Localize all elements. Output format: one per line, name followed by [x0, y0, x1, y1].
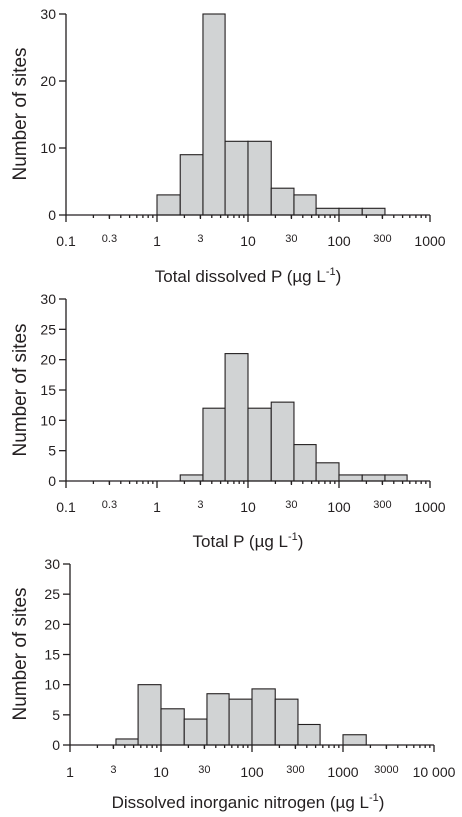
histogram-bar	[202, 13, 226, 216]
y-tick-label: 5	[48, 443, 56, 459]
histogram-bar	[342, 734, 367, 746]
x-tick-label: 1	[66, 764, 74, 780]
x-tick-label: 3	[197, 233, 203, 245]
x-tick-label: 1000	[414, 499, 445, 515]
x-tick-label: 300	[373, 499, 391, 511]
histogram-bar	[251, 688, 276, 746]
x-axis-label: Dissolved inorganic nitrogen (µg L-1)	[112, 792, 385, 812]
x-tick-label: 100	[327, 233, 351, 249]
x-axis-label-end: )	[336, 267, 342, 286]
histogram-bar	[274, 698, 299, 746]
y-tick-label: 30	[44, 556, 60, 572]
x-tick-label: 0.1	[56, 499, 76, 515]
x-tick-label: 3000	[374, 764, 398, 776]
y-tick-label: 15	[44, 647, 60, 663]
histogram-bar	[293, 194, 317, 216]
histogram-panel-2: 0 5 10 15 20 25 30 0.1 0.3 1 3 10 30 100 300 1000 Number…	[10, 291, 446, 551]
x-axis-label-superscript: -1	[288, 531, 298, 543]
histogram-bar	[115, 738, 139, 746]
x-tick-label: 0.3	[102, 499, 117, 511]
x-axis-label-superscript: -1	[326, 266, 336, 278]
y-tick-label: 25	[40, 321, 56, 337]
x-tick-label: 10	[153, 764, 169, 780]
y-axis-label: Number of sites	[10, 323, 31, 456]
histogram-bar	[338, 207, 363, 216]
histogram-bar	[156, 194, 181, 216]
y-tick-label: 30	[40, 291, 56, 307]
histogram-bar	[384, 474, 408, 482]
y-axis-label: Number of sites	[10, 47, 31, 180]
x-axis-label: Total dissolved P (µg L-1)	[155, 266, 342, 286]
histogram-bar	[338, 474, 363, 482]
y-tick-label: 5	[52, 707, 60, 723]
x-axis-label: Total P (µg L-1)	[193, 531, 304, 551]
x-tick-label: 0.3	[102, 233, 117, 245]
x-tick-label: 100	[240, 764, 264, 780]
histogram-bar	[315, 462, 340, 482]
x-axis-label-main: Total P (µg L	[193, 532, 288, 551]
histogram-bar	[224, 140, 249, 216]
y-tick-label: 0	[48, 473, 56, 489]
histogram-bar	[183, 718, 208, 746]
y-tick-label: 10	[40, 140, 56, 156]
x-tick-label: 100	[327, 499, 351, 515]
x-axis-label-main: Total dissolved P (µg L	[155, 267, 326, 286]
x-tick-label: 1000	[327, 764, 358, 780]
x-tick-label: 10	[240, 233, 256, 249]
x-tick-label: 1	[153, 233, 161, 249]
y-tick-label: 20	[44, 616, 60, 632]
x-tick-label: 10	[240, 499, 256, 515]
histogram-bar	[179, 154, 204, 216]
histogram-bar	[160, 708, 185, 746]
y-tick-label: 20	[40, 73, 56, 89]
histogram-bar	[293, 444, 317, 482]
x-tick-label: 3	[197, 499, 203, 511]
y-axis-label: Number of sites	[10, 587, 31, 720]
histogram-bar	[137, 684, 162, 746]
x-axis-label-end: )	[379, 793, 385, 812]
y-tick-label: 0	[52, 737, 60, 753]
x-tick-label: 30	[285, 233, 297, 245]
y-tick-label: 0	[48, 207, 56, 223]
histogram-bar	[228, 698, 253, 746]
histogram-bar	[270, 401, 295, 482]
histogram-bar	[179, 474, 204, 482]
histogram-bar	[247, 140, 272, 216]
x-tick-label: 30	[198, 764, 210, 776]
y-tick-label: 20	[40, 352, 56, 368]
histogram-bar	[270, 187, 295, 216]
histogram-bar	[361, 207, 386, 216]
x-tick-label: 10 000	[413, 764, 456, 780]
histogram-bar	[297, 723, 321, 746]
y-tick-label: 10	[40, 412, 56, 428]
histogram-panel-3: 0 5 10 15 20 25 30 1 3 10 30 100 300 1000 3000 10 000 Nu…	[10, 556, 456, 812]
histogram-bar	[224, 353, 249, 482]
y-tick-label: 25	[44, 586, 60, 602]
x-axis-label-superscript: -1	[369, 792, 379, 804]
x-tick-label: 300	[373, 233, 391, 245]
x-tick-label: 0.1	[56, 233, 76, 249]
y-tick-label: 15	[40, 382, 56, 398]
x-axis-label-end: )	[298, 532, 304, 551]
histogram-bar	[202, 407, 226, 482]
x-tick-label: 3	[110, 764, 116, 776]
x-tick-label: 30	[285, 499, 297, 511]
x-axis-label-main: Dissolved inorganic nitrogen (µg L	[112, 793, 369, 812]
x-tick-label: 1000	[414, 233, 445, 249]
x-tick-label: 300	[286, 764, 304, 776]
y-tick-label: 10	[44, 677, 60, 693]
histogram-panel-1: 0 10 20 30 0.1 0.3 1 3 10 30 100 300 1000 Number of s…	[10, 6, 446, 286]
x-tick-label: 1	[153, 499, 161, 515]
y-tick-label: 30	[40, 6, 56, 22]
histogram-bar	[206, 693, 230, 746]
histogram-bar	[315, 207, 340, 216]
histogram-bar	[361, 474, 386, 482]
histogram-bar	[247, 407, 272, 482]
